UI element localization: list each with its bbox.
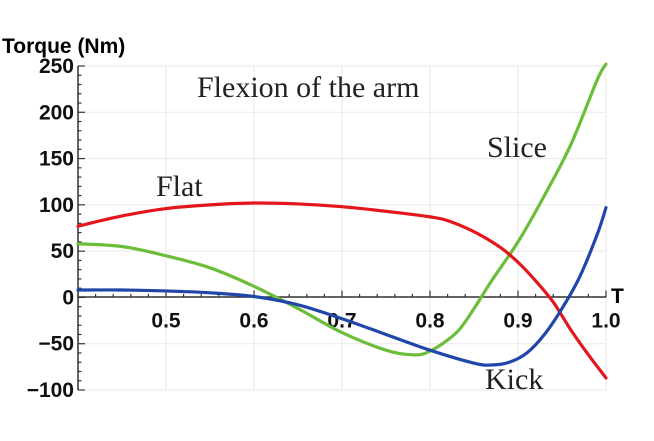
y-tick-label: 100 (39, 194, 74, 217)
y-axis-label: Torque (Nm) (2, 35, 125, 58)
x-tick-label: 0.9 (503, 309, 532, 332)
gridlines (78, 65, 607, 391)
series-line-slice (76, 62, 608, 357)
y-tick-label: −50 (38, 333, 74, 356)
series-lines (76, 62, 608, 380)
x-tick-label: 0.6 (239, 309, 268, 332)
y-tick-label: −100 (27, 379, 74, 402)
x-tick-label: 0.8 (415, 309, 445, 332)
annotation-kick: Kick (485, 363, 543, 396)
y-tick-label: 150 (39, 148, 74, 171)
y-tick-label: 0 (62, 286, 74, 309)
y-tick-label: 50 (51, 240, 74, 263)
y-tick-label: 200 (39, 101, 74, 124)
y-tick-label: 250 (39, 55, 74, 78)
series-line-flat (76, 201, 608, 380)
chart-title: Flexion of the arm (197, 71, 419, 104)
series-line-kick (76, 206, 608, 367)
annotation-slice: Slice (487, 131, 547, 164)
x-tick-label: 1.0 (591, 309, 620, 332)
x-axis-label: T (611, 285, 624, 308)
annotation-flat: Flat (156, 170, 203, 203)
x-tick-label: 0.5 (151, 309, 181, 332)
